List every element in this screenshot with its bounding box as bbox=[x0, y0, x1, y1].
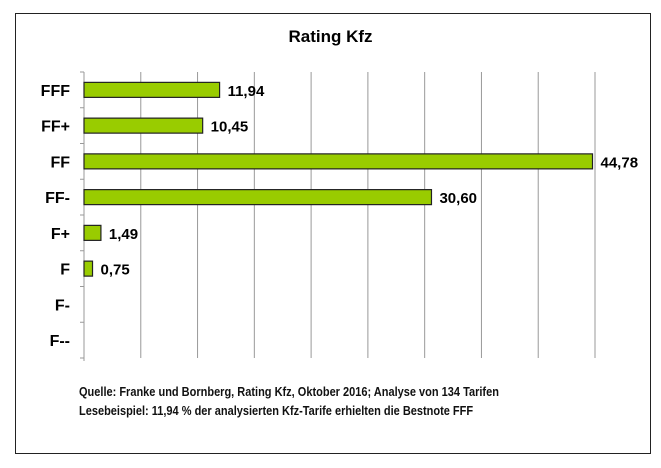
chart-title: Rating Kfz bbox=[288, 27, 373, 46]
category-label: FF- bbox=[45, 190, 70, 207]
category-label: FFF bbox=[41, 83, 71, 100]
bar bbox=[83, 153, 594, 170]
data-label: 44,78 bbox=[601, 154, 639, 171]
data-label: 11,94 bbox=[228, 83, 265, 100]
bar bbox=[83, 189, 433, 206]
category-label: FF bbox=[50, 154, 70, 171]
data-label: 10,45 bbox=[211, 119, 249, 136]
category-label: FF+ bbox=[41, 119, 70, 136]
data-label: 30,60 bbox=[439, 190, 477, 207]
bar bbox=[83, 117, 204, 134]
category-label: F- bbox=[55, 297, 70, 314]
chart-frame bbox=[15, 13, 651, 454]
category-label: F+ bbox=[51, 226, 70, 243]
bar bbox=[83, 81, 221, 98]
data-label: 1,49 bbox=[109, 226, 138, 243]
category-label: F-- bbox=[50, 333, 70, 350]
bar bbox=[83, 260, 94, 277]
example-note: Lesebeispiel: 11,94 % der analysierten K… bbox=[79, 404, 474, 418]
data-label: 0,75 bbox=[101, 262, 130, 279]
source-note: Quelle: Franke und Bornberg, Rating Kfz,… bbox=[79, 385, 499, 399]
bar bbox=[83, 224, 102, 241]
category-label: F bbox=[60, 262, 70, 279]
